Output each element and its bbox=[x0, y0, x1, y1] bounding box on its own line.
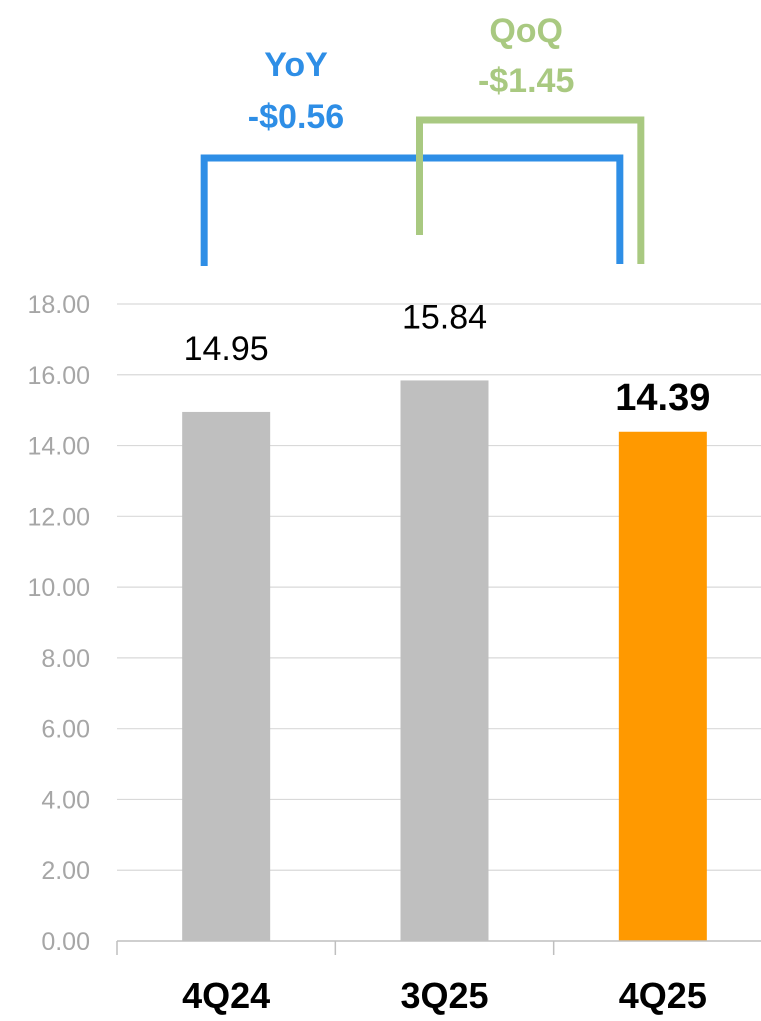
y-tick-label: 12.00 bbox=[27, 503, 90, 531]
y-tick-label: 6.00 bbox=[41, 716, 90, 744]
x-tick-label: 4Q25 bbox=[619, 975, 707, 1016]
y-tick-label: 14.00 bbox=[27, 433, 90, 461]
data-label: 14.95 bbox=[184, 330, 269, 368]
y-tick-label: 16.00 bbox=[27, 362, 90, 390]
qoq-bracket bbox=[416, 116, 645, 264]
x-tick-label: 3Q25 bbox=[400, 975, 488, 1016]
y-tick-label: 10.00 bbox=[27, 574, 90, 602]
x-axis bbox=[116, 940, 761, 955]
change-annotations: YoY -$0.56 QoQ -$1.45 bbox=[200, 12, 645, 266]
bar-4q24 bbox=[182, 411, 271, 941]
data-labels: 14.95 15.84 14.39 bbox=[184, 298, 711, 418]
qoq-value: -$1.45 bbox=[478, 62, 574, 100]
bar-4q25 bbox=[618, 431, 707, 941]
bar-3q25 bbox=[400, 380, 489, 941]
y-tick-label: 4.00 bbox=[41, 786, 90, 814]
data-label: 15.84 bbox=[402, 298, 487, 336]
data-label: 14.39 bbox=[615, 377, 710, 419]
y-tick-label: 18.00 bbox=[27, 291, 90, 319]
yoy-value: -$0.56 bbox=[248, 98, 344, 136]
y-axis-tick-labels: 0.00 2.00 4.00 6.00 8.00 10.00 12.00 14.00 16.00… bbox=[27, 291, 90, 956]
x-tick-label: 4Q24 bbox=[182, 975, 270, 1016]
yoy-bracket bbox=[200, 154, 624, 266]
y-tick-label: 2.00 bbox=[41, 857, 90, 885]
y-tick-label: 0.00 bbox=[41, 928, 90, 956]
bars bbox=[182, 380, 707, 941]
qoq-label: QoQ bbox=[489, 12, 563, 50]
y-tick-label: 8.00 bbox=[41, 645, 90, 673]
x-axis-category-labels: 4Q24 3Q25 4Q25 bbox=[182, 975, 707, 1016]
yoy-label: YoY bbox=[264, 46, 328, 84]
